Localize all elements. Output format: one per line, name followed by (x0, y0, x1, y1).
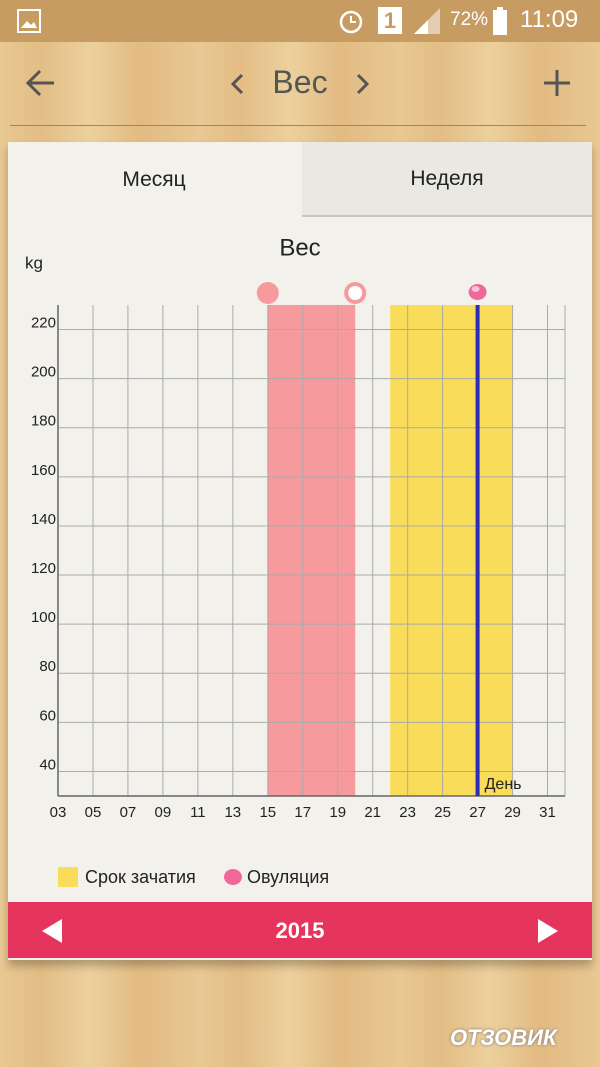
y-tick-label: 60 (39, 707, 56, 724)
x-tick-label: 31 (539, 804, 556, 821)
prev-button[interactable] (228, 72, 248, 96)
tab[interactable]: Месяц (8, 142, 300, 217)
chart-title: Вес (279, 234, 320, 261)
header-divider (10, 125, 586, 126)
status-bar: 1 72% 11:09 (0, 0, 600, 42)
x-tick-label: 09 (155, 804, 172, 821)
y-tick-label: 100 (31, 609, 56, 626)
clock: 11:09 (520, 6, 579, 33)
y-tick-label: 180 (31, 413, 56, 430)
x-tick-label: 23 (399, 804, 416, 821)
band (390, 305, 513, 796)
legend-swatch (224, 869, 242, 885)
year: 2015 (275, 918, 325, 943)
header-title: Вес (272, 64, 328, 100)
x-tick-label: 07 (120, 804, 137, 821)
back-button[interactable] (24, 66, 58, 100)
tab[interactable]: Неделя (302, 142, 592, 217)
legend-label: Овуляция (247, 867, 329, 887)
period-end-marker (344, 282, 367, 304)
y-tick-label: 140 (31, 511, 56, 528)
y-tick-label: 220 (31, 315, 56, 332)
x-tick-label: 17 (294, 804, 311, 821)
alarm-icon (339, 10, 363, 34)
x-tick-label: 25 (434, 804, 451, 821)
x-tick-label: 15 (259, 804, 276, 821)
x-axis-label: День (485, 776, 522, 793)
gallery-icon (17, 9, 41, 33)
x-tick-label: 21 (364, 804, 381, 821)
prev-year-button[interactable] (40, 918, 64, 944)
legend-swatch (58, 867, 78, 887)
next-button[interactable] (352, 72, 372, 96)
x-tick-label: 29 (504, 804, 521, 821)
band (267, 305, 356, 796)
x-tick-label: 19 (329, 804, 346, 821)
x-tick-label: 05 (85, 804, 102, 821)
y-tick-label: 40 (39, 756, 56, 773)
signal-icon (414, 8, 440, 34)
ovulation-marker (468, 284, 487, 300)
y-axis-label: kg (25, 253, 43, 272)
battery-percent: 72% (450, 9, 489, 30)
battery-icon (493, 7, 507, 35)
x-tick-label: 03 (50, 804, 67, 821)
add-button[interactable] (542, 68, 572, 98)
ovulation-marker-shine (471, 286, 480, 292)
y-tick-label: 80 (39, 658, 56, 675)
x-tick-label: 27 (469, 804, 486, 821)
y-tick-label: 120 (31, 560, 56, 577)
y-tick-label: 160 (31, 462, 56, 479)
x-tick-label: 13 (224, 804, 241, 821)
x-tick-label: 11 (190, 804, 206, 821)
next-year-button[interactable] (536, 918, 560, 944)
legend-label: Срок зачатия (85, 867, 196, 887)
footer-bar: 2015 (8, 902, 592, 958)
y-tick-label: 200 (31, 364, 56, 381)
watermark: ОТЗОВИК (450, 1025, 557, 1050)
notification-count: 1 (378, 7, 402, 34)
period-start-marker (256, 282, 279, 304)
